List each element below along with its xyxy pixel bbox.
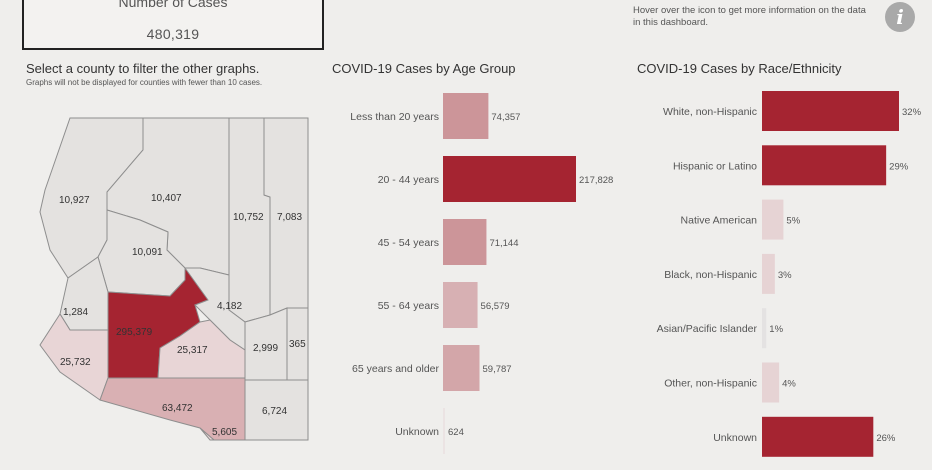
total-cases-value: 480,319 bbox=[146, 26, 200, 42]
county-label-pinal: 25,317 bbox=[177, 345, 208, 356]
bar[interactable] bbox=[443, 282, 478, 328]
data-label: 59,787 bbox=[483, 364, 512, 375]
hover-instructions: Hover over the icon to get more informat… bbox=[633, 5, 866, 28]
category-label: 65 years and older bbox=[352, 363, 439, 375]
map-title: Select a county to filter the other grap… bbox=[26, 61, 260, 76]
data-label: 5% bbox=[786, 216, 800, 227]
county-santacruz[interactable] bbox=[199, 427, 245, 441]
data-label: 71,144 bbox=[489, 238, 518, 249]
category-label: Unknown bbox=[395, 426, 439, 438]
data-label: 217,828 bbox=[579, 175, 613, 186]
category-label: Asian/Pacific Islander bbox=[657, 323, 758, 335]
bar[interactable] bbox=[762, 308, 767, 349]
bar[interactable] bbox=[443, 219, 487, 265]
category-label: 45 - 54 years bbox=[378, 237, 439, 249]
bar[interactable] bbox=[443, 345, 480, 391]
county-label-yuma: 25,732 bbox=[60, 357, 91, 368]
data-label: 1% bbox=[769, 324, 783, 335]
bar[interactable] bbox=[443, 408, 445, 454]
category-label: Hispanic or Latino bbox=[673, 160, 757, 172]
data-label: 4% bbox=[782, 379, 796, 390]
county-label-pima: 63,472 bbox=[162, 403, 193, 414]
county-cochise[interactable] bbox=[244, 379, 309, 441]
bar[interactable] bbox=[762, 416, 874, 457]
data-label: 29% bbox=[889, 161, 909, 172]
data-label: 26% bbox=[876, 433, 896, 444]
data-label: 74,357 bbox=[491, 112, 520, 123]
race-chart-title: COVID-19 Cases by Race/Ethnicity bbox=[637, 61, 842, 76]
county-label-navajo: 10,752 bbox=[233, 212, 264, 223]
bar[interactable] bbox=[762, 91, 899, 131]
data-label: 56,579 bbox=[481, 301, 510, 312]
category-label: Less than 20 years bbox=[350, 111, 439, 123]
county-label-lapaz: 1,284 bbox=[63, 307, 88, 318]
bar[interactable] bbox=[762, 199, 784, 240]
county-label-mohave: 10,927 bbox=[59, 195, 90, 206]
bar[interactable] bbox=[443, 156, 576, 202]
county-label-santacruz: 5,605 bbox=[212, 427, 237, 438]
data-label: 32% bbox=[902, 107, 922, 118]
map-subtitle: Graphs will not be displayed for countie… bbox=[26, 78, 263, 87]
category-label: Native American bbox=[681, 215, 758, 227]
county-label-cochise: 6,724 bbox=[262, 406, 287, 417]
county-label-coconino: 10,407 bbox=[151, 193, 182, 204]
age-chart-title: COVID-19 Cases by Age Group bbox=[332, 61, 516, 76]
category-label: Other, non-Hispanic bbox=[664, 378, 757, 390]
total-cases-label: Number of Cases bbox=[118, 0, 228, 10]
county-label-gila: 4,182 bbox=[217, 301, 242, 312]
bar[interactable] bbox=[762, 253, 775, 294]
data-label: 3% bbox=[778, 270, 792, 281]
category-label: 55 - 64 years bbox=[378, 300, 439, 312]
category-label: 20 - 44 years bbox=[378, 174, 439, 186]
county-label-greenlee: 365 bbox=[289, 339, 306, 350]
bar[interactable] bbox=[762, 362, 780, 403]
total-cases-card: Number of Cases 480,319 bbox=[22, 0, 324, 50]
county-label-maricopa: 295,379 bbox=[116, 327, 153, 338]
category-label: White, non-Hispanic bbox=[663, 106, 757, 118]
info-icon[interactable]: i bbox=[885, 2, 915, 32]
category-label: Unknown bbox=[713, 432, 757, 444]
county-label-yavapai: 10,091 bbox=[132, 247, 163, 258]
county-label-apache: 7,083 bbox=[277, 212, 302, 223]
bar[interactable] bbox=[443, 93, 489, 139]
data-label: 624 bbox=[448, 427, 464, 438]
bar[interactable] bbox=[762, 145, 887, 186]
county-label-graham: 2,999 bbox=[253, 343, 278, 354]
category-label: Black, non-Hispanic bbox=[664, 269, 757, 281]
